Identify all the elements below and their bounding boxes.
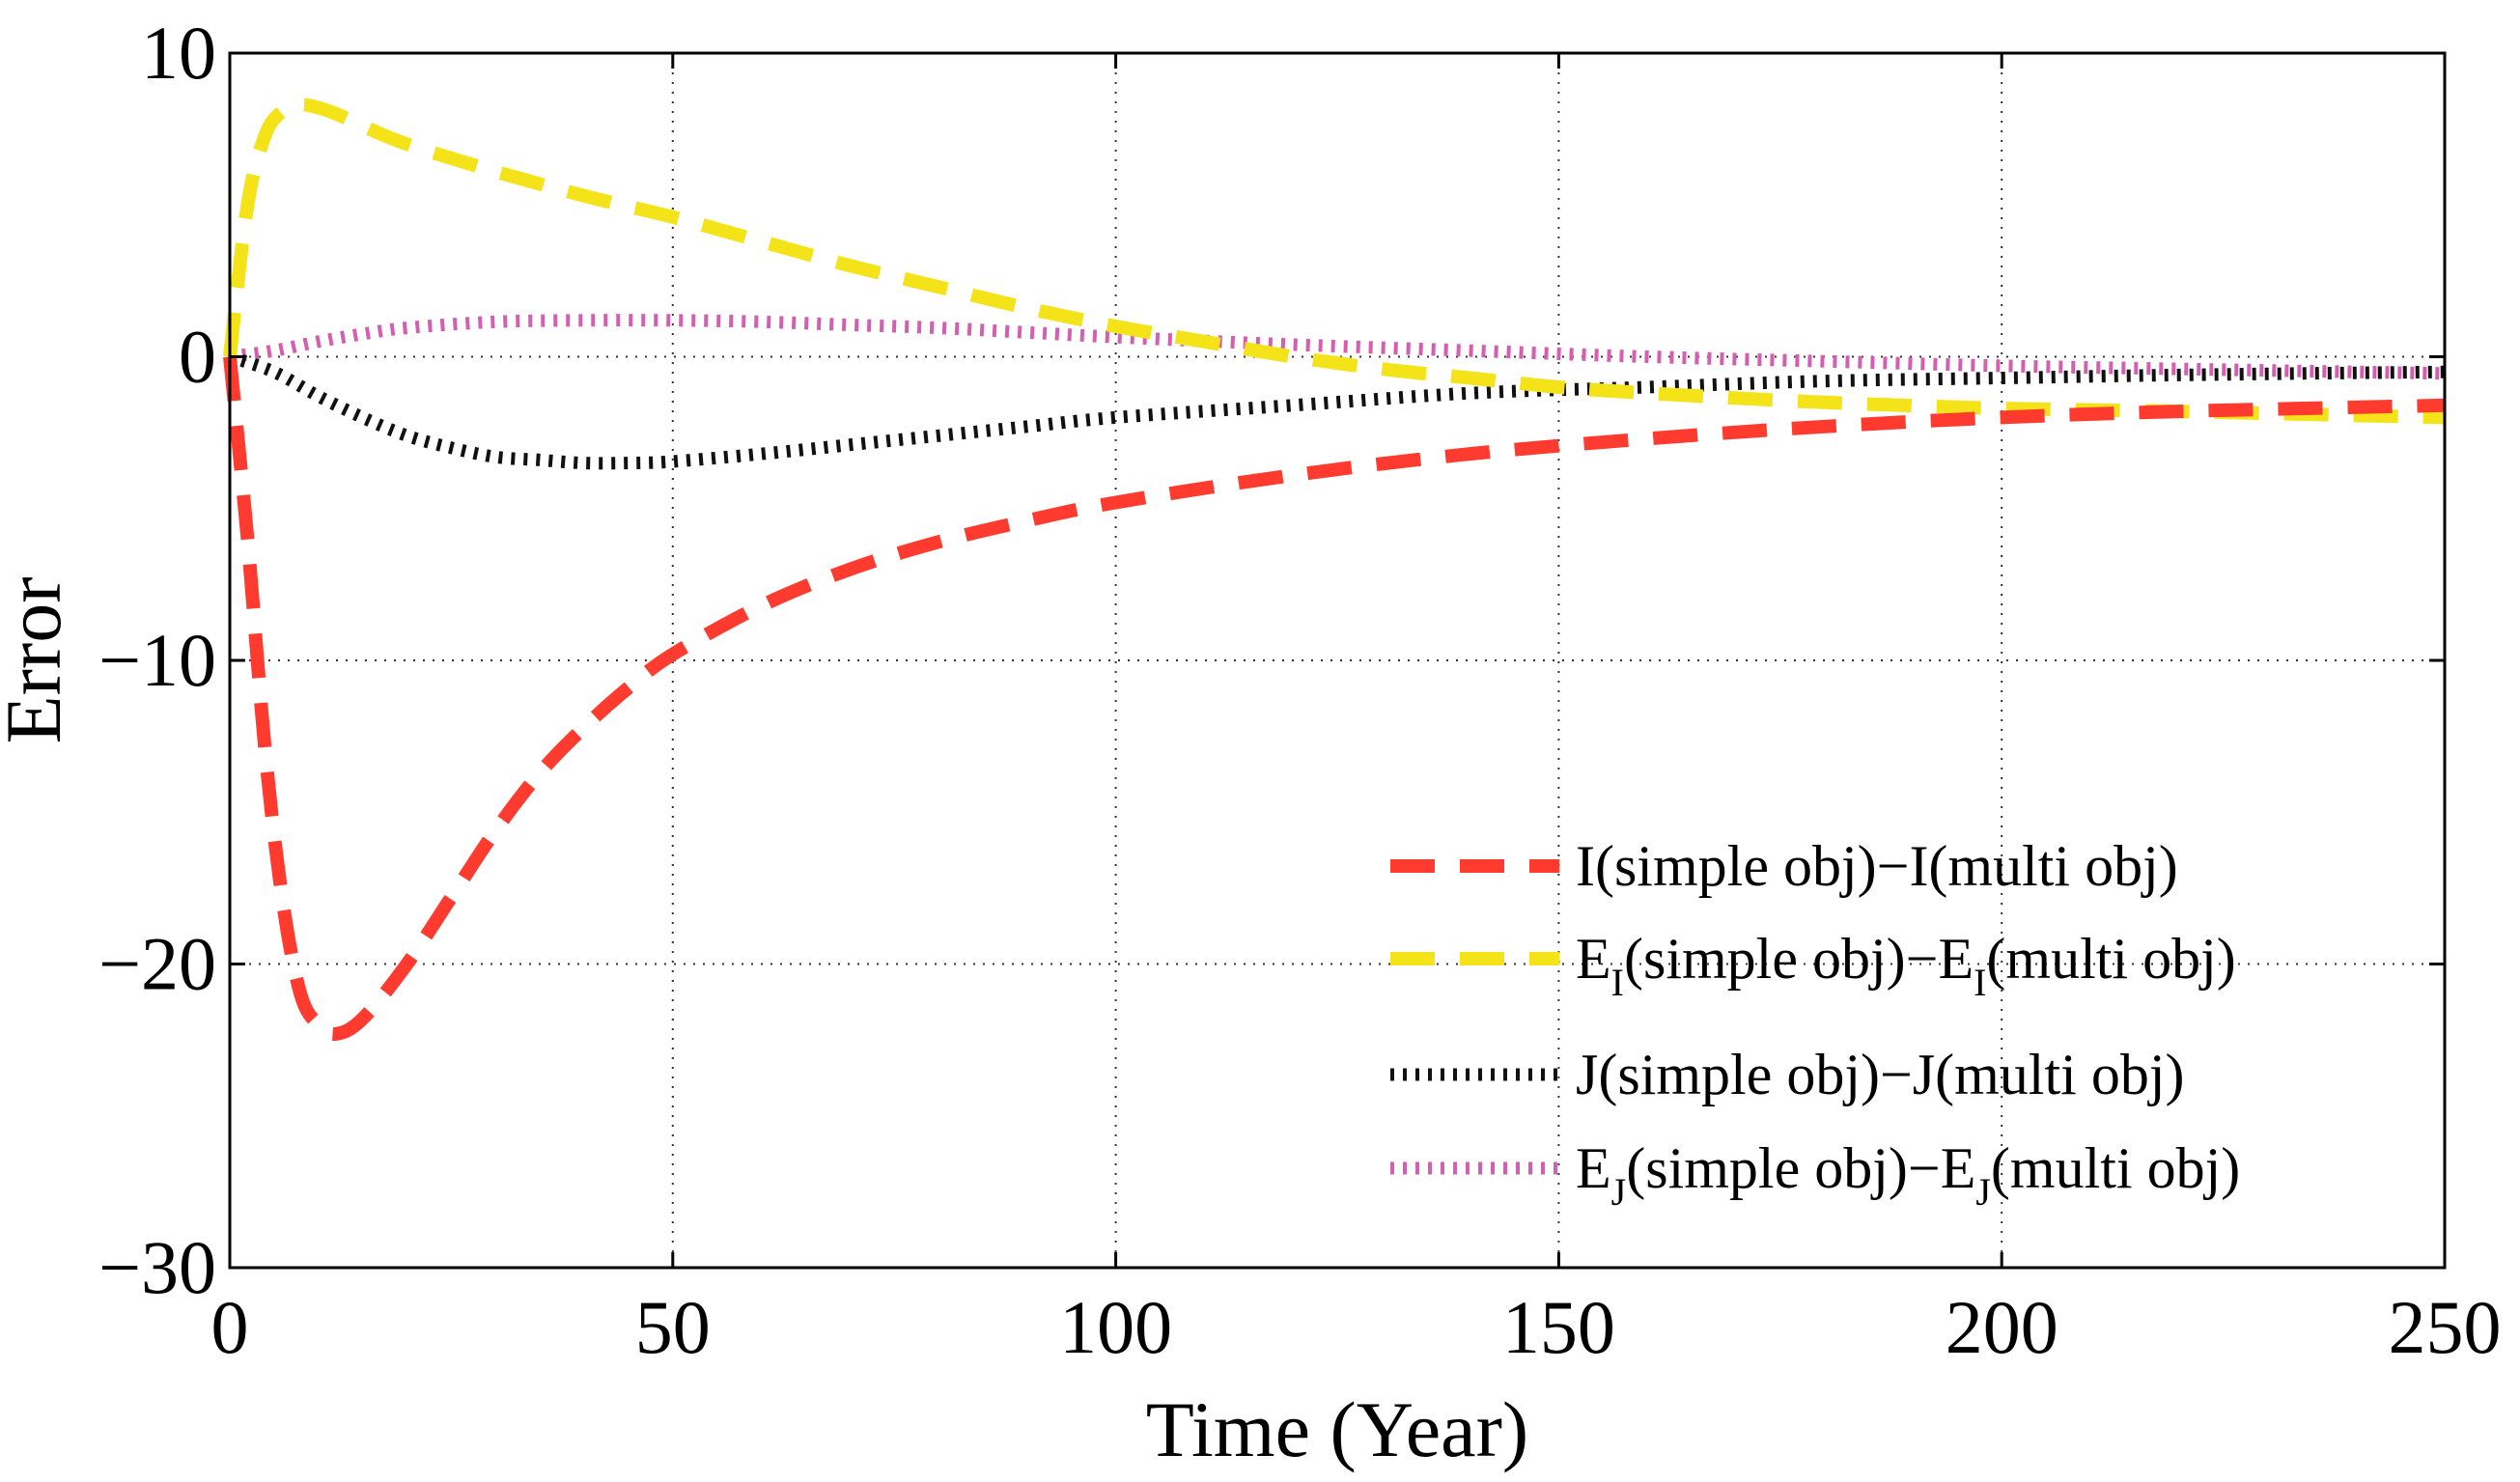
x-axis-title: Time (Year) [1146,1385,1528,1473]
series-layer [223,98,2446,1041]
x-tick-label: 50 [635,1285,711,1369]
legend-label-2: EI(simple obj)−EI(multi obj) [1576,927,2236,1004]
legend-label-1: I(simple obj)−I(multi obj) [1576,834,2178,898]
legend-text-part: E [1576,927,1611,991]
y-tick-label: 10 [141,11,216,95]
series-line-3 [227,350,2446,470]
legend-text-part: J(simple obj)−J(multi obj) [1576,1043,2184,1106]
legend: I(simple obj)−I(multi obj)EI(simple obj)… [1390,834,2240,1214]
y-tick-label: −30 [98,1225,216,1309]
x-tick-label: 250 [2389,1285,2502,1369]
x-tick-label: 150 [1502,1285,1615,1369]
y-tick-label: −10 [98,618,216,702]
legend-text-part: (simple obj)−E [1624,927,1974,991]
y-tick-label: −20 [98,922,216,1006]
y-tick-label: 0 [179,315,216,399]
legend-text-part: (simple obj)−E [1626,1136,1975,1200]
x-tick-label: 200 [1946,1285,2058,1369]
legend-subscript: I [1974,961,1986,1004]
grid-layer [230,53,2445,1268]
x-tick-label: 100 [1059,1285,1172,1369]
y-axis-title: Error [0,576,77,743]
series-line-2 [223,98,2446,425]
legend-text-part: (multi obj) [1991,1136,2240,1200]
legend-label-4: EJ(simple obj)−EJ(multi obj) [1576,1136,2240,1214]
series-line-1 [223,355,2446,1041]
legend-text-part: (multi obj) [1986,927,2235,991]
x-tick-label: 0 [211,1285,249,1369]
legend-subscript: I [1611,961,1624,1004]
legend-text-part: I(simple obj)−I(multi obj) [1576,834,2178,898]
series-line-4 [229,314,2446,380]
legend-subscript: J [1975,1170,1991,1214]
legend-label-3: J(simple obj)−J(multi obj) [1576,1043,2184,1106]
legend-text-part: E [1576,1136,1611,1200]
legend-subscript: J [1611,1170,1627,1214]
